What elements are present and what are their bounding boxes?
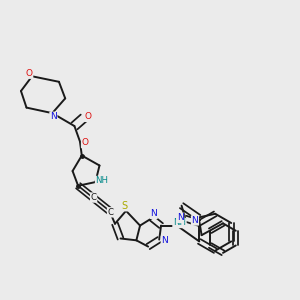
Text: N: N — [192, 216, 198, 225]
Text: N: N — [150, 209, 157, 218]
Text: N: N — [161, 236, 168, 245]
Text: C: C — [108, 208, 114, 217]
Text: C: C — [91, 193, 97, 202]
Text: N: N — [50, 112, 57, 121]
Text: NH: NH — [96, 176, 109, 185]
Text: O: O — [85, 112, 92, 121]
Text: S: S — [122, 201, 128, 211]
Text: O: O — [26, 69, 33, 78]
Text: N: N — [177, 213, 184, 222]
Text: O: O — [82, 139, 88, 148]
Text: NH: NH — [173, 218, 186, 227]
